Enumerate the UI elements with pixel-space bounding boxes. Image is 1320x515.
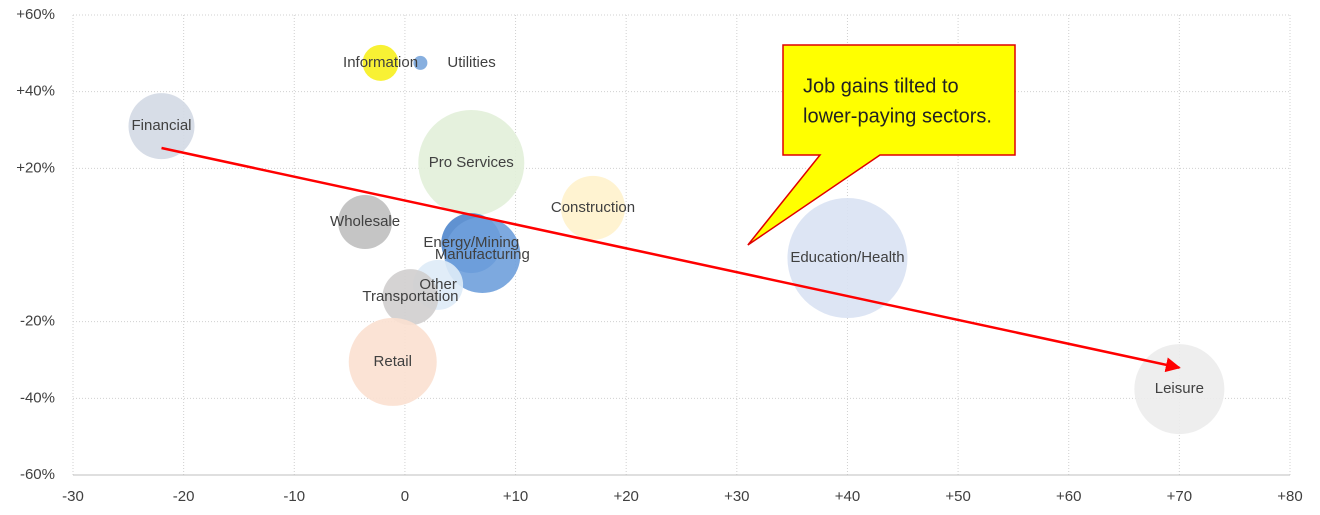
bubble [787, 198, 908, 319]
y-tick-label: -20% [20, 313, 55, 330]
y-tick-label: +20% [16, 159, 55, 176]
y-tick-label: -60% [20, 466, 55, 483]
bubble [338, 195, 393, 249]
x-tick-label: +30 [724, 488, 749, 505]
bubble-label: Retail [374, 353, 412, 370]
bubble-label: Information [343, 54, 418, 71]
bubble-label: Transportation [362, 288, 458, 305]
bubble-label: Utilities [447, 54, 495, 71]
x-tick-label: -20 [173, 488, 195, 505]
bubble-label: Construction [551, 199, 635, 216]
bubble-label: Energy/Mining [423, 234, 519, 251]
bubble [413, 55, 428, 70]
bubble [444, 216, 521, 293]
x-tick-label: +60 [1056, 488, 1081, 505]
bubble-label: Wholesale [330, 213, 400, 230]
x-tick-label: +80 [1277, 488, 1302, 505]
x-tick-label: -10 [283, 488, 305, 505]
bubble [348, 317, 437, 406]
x-tick-label: +20 [613, 488, 638, 505]
x-tick-label: +40 [835, 488, 860, 505]
bubble-label: Pro Services [429, 154, 514, 171]
bubble [128, 93, 195, 160]
callout [747, 44, 1016, 246]
bubble-label: Financial [131, 117, 191, 134]
bubble [362, 44, 399, 81]
callout-text: lower-paying sectors. [803, 105, 992, 127]
x-tick-label: 0 [401, 488, 409, 505]
x-tick-label: +10 [503, 488, 528, 505]
x-tick-label: +50 [945, 488, 970, 505]
bubble-label: Leisure [1155, 380, 1204, 397]
callout-text: Job gains tilted to [803, 75, 959, 97]
bubble [418, 109, 525, 216]
grid: -30 -20 -10 0 +10 +20 +30 +40 +50 +60 +70 +80 +60% +4… [16, 6, 1303, 505]
bubbles [128, 44, 1225, 435]
bubble [1134, 344, 1225, 435]
x-tick-label: -30 [62, 488, 84, 505]
y-tick-label: -40% [20, 389, 55, 406]
overlay: Information Utilities Financial Pro Service… [131, 44, 1204, 397]
bubble-label: Other [419, 276, 457, 293]
bubble-label: Education/Health [790, 249, 904, 266]
x-tick-label: +70 [1167, 488, 1192, 505]
bubble [560, 175, 625, 240]
bubble [382, 269, 439, 326]
y-tick-label: +60% [16, 6, 55, 23]
y-tick-label: +40% [16, 83, 55, 100]
trend-arrow [161, 146, 1181, 373]
bubble-label: Manufacturing [435, 246, 530, 263]
